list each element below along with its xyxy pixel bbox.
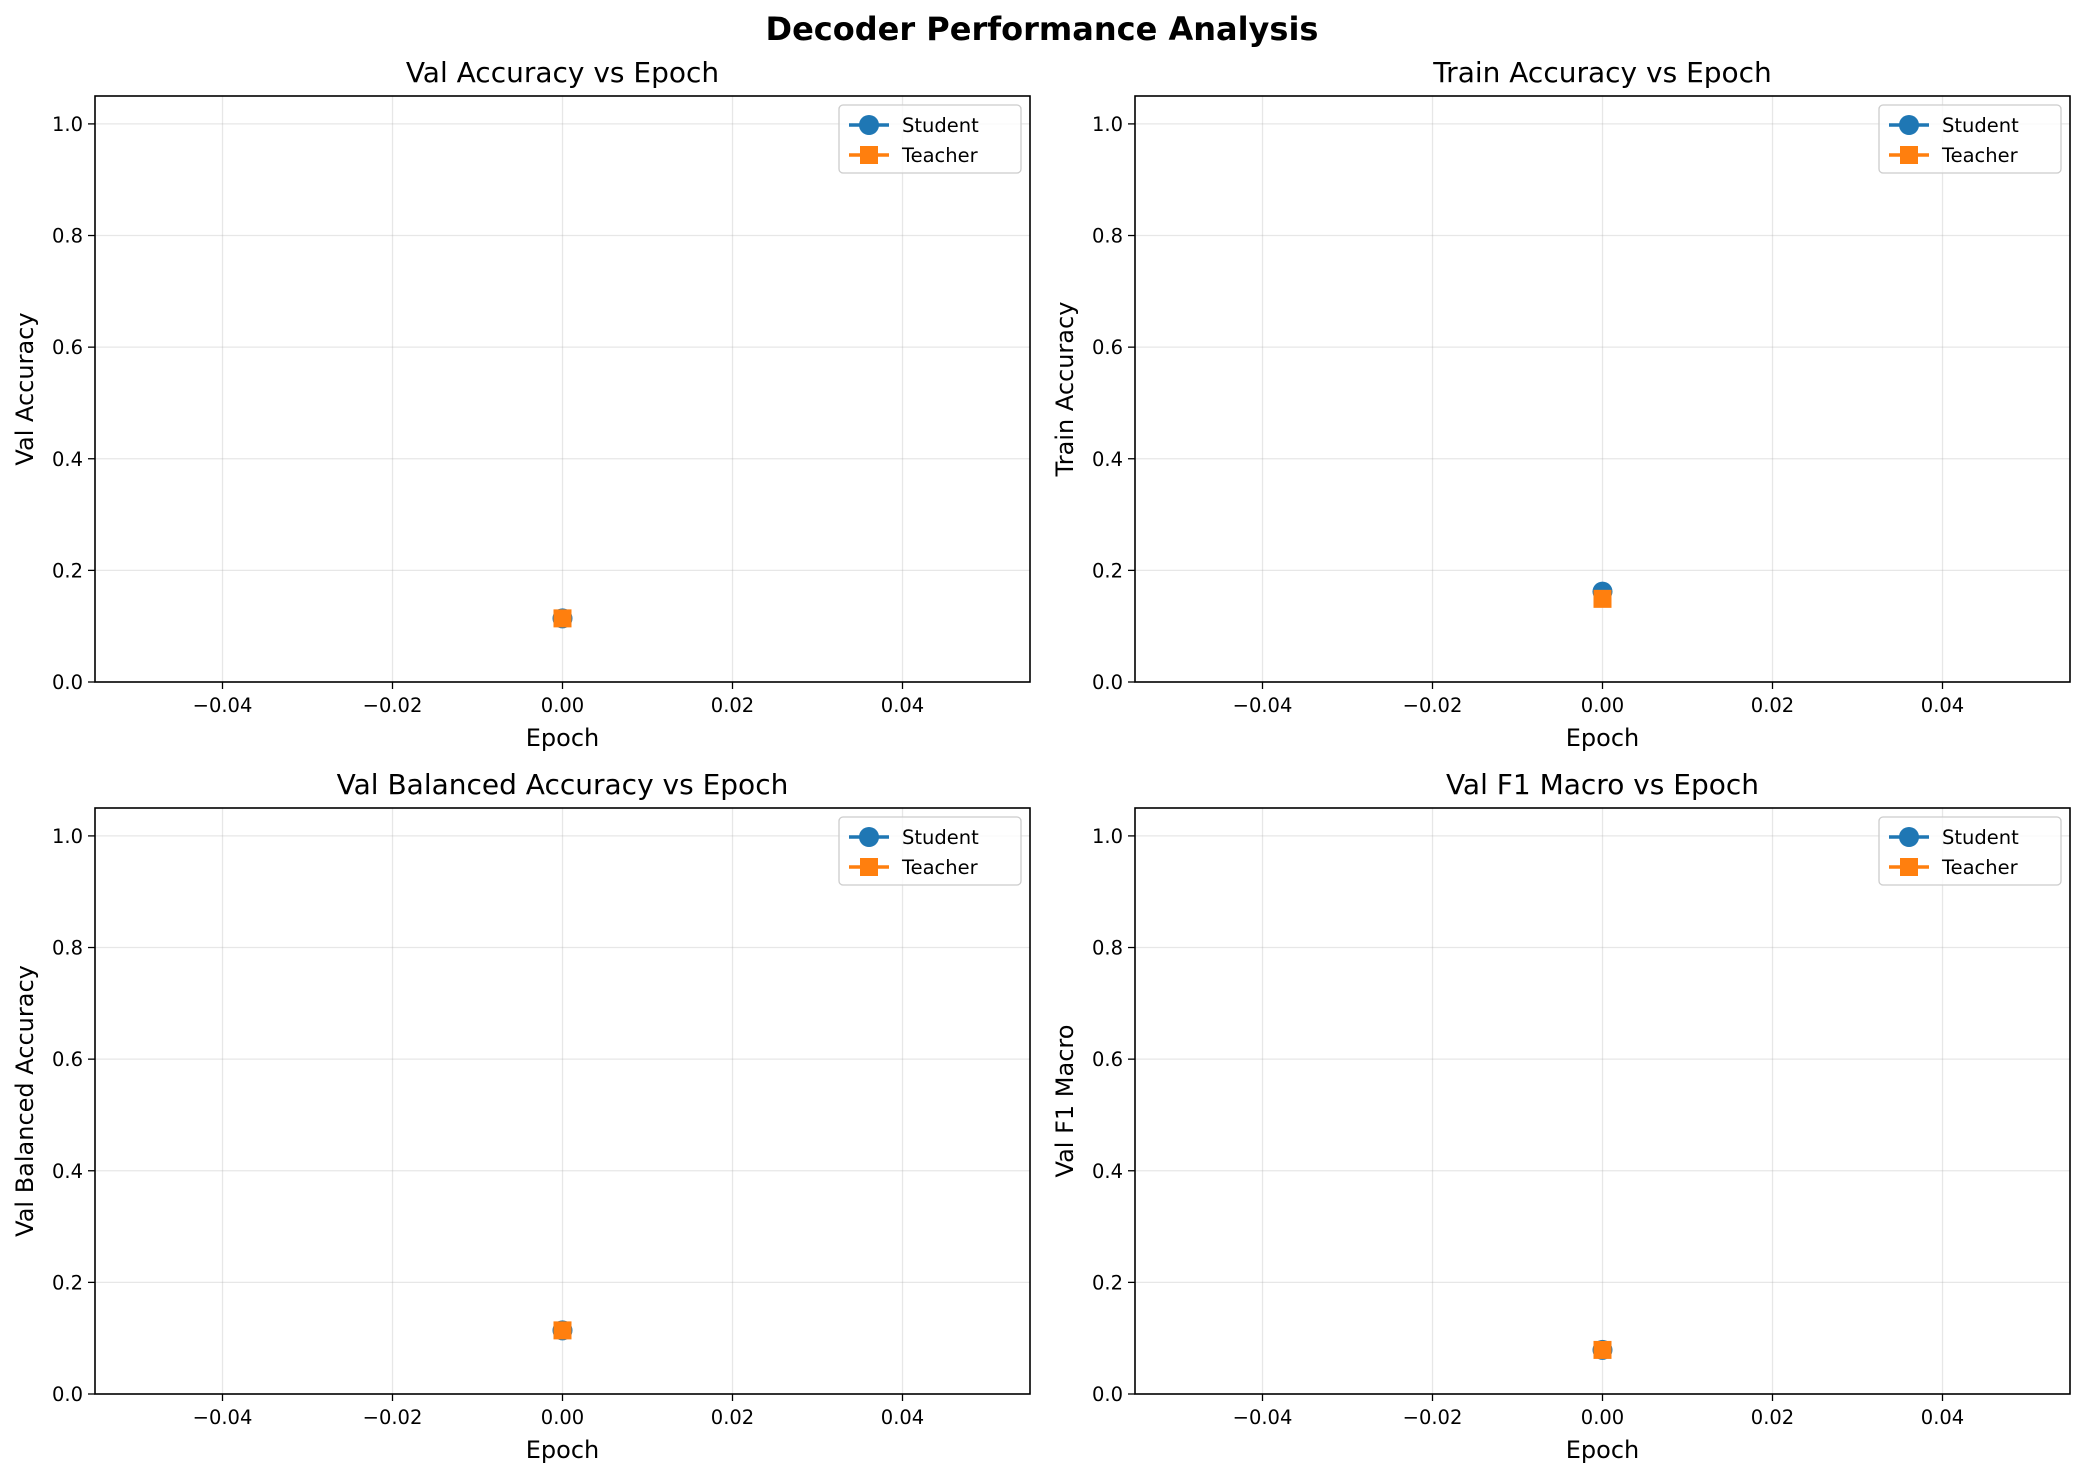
x-tick-label: −0.02 <box>363 1406 423 1429</box>
legend-marker-student <box>859 827 879 847</box>
x-tick-label: −0.04 <box>1233 694 1293 717</box>
legend-marker-teacher <box>1900 858 1918 876</box>
plot-area <box>95 96 1030 682</box>
y-tick-label: 0.0 <box>1092 671 1123 694</box>
y-tick-label: 0.6 <box>1092 1048 1123 1071</box>
legend: Student Teacher <box>1878 816 2062 886</box>
y-tick-label: 0.2 <box>52 559 83 582</box>
axes-frame <box>1134 807 2071 1395</box>
y-tick-label: 0.0 <box>52 1383 83 1406</box>
y-tick-label: 0.2 <box>1092 1271 1123 1294</box>
legend-label-student: Student <box>1942 826 2019 849</box>
subplot-grid: −0.04 −0.02 0.00 0.02 0.04 0.0 0.2 0.4 0.6 0.8 1.0… <box>11 56 2071 1464</box>
y-axis-label: Val Accuracy <box>11 312 39 465</box>
y-tick-label: 0.8 <box>52 937 83 960</box>
x-tick-label: 0.04 <box>881 1406 924 1429</box>
x-tick-label: 0.02 <box>711 694 754 717</box>
x-tick-label: −0.04 <box>193 1406 253 1429</box>
x-tick-label: 0.02 <box>1751 1406 1794 1429</box>
y-tick-label: 0.6 <box>52 336 83 359</box>
legend-marker-teacher <box>1900 146 1918 164</box>
x-tick-label: 0.00 <box>1581 1406 1624 1429</box>
y-tick-label: 1.0 <box>1092 825 1123 848</box>
y-axis-label: Val F1 Macro <box>1051 1025 1079 1178</box>
legend: Student Teacher <box>1878 104 2062 174</box>
data-point-teacher <box>1593 589 1612 608</box>
y-tick-label: 0.6 <box>52 1048 83 1071</box>
y-tick-label: 0.2 <box>52 1271 83 1294</box>
legend-label-student: Student <box>902 114 979 137</box>
legend-marker-teacher <box>860 146 878 164</box>
subplot-title: Val Balanced Accuracy vs Epoch <box>337 768 789 801</box>
subplot-1: −0.04 −0.02 0.00 0.02 0.04 0.0 0.2 0.4 0.6 0.8 1.0… <box>11 56 1031 752</box>
x-tick-label: 0.00 <box>541 694 584 717</box>
subplot-title: Train Accuracy vs Epoch <box>1432 56 1772 89</box>
y-tick-label: 0.4 <box>1092 1160 1123 1183</box>
y-tick-label: 0.2 <box>1092 559 1123 582</box>
y-tick-label: 0.8 <box>52 225 83 248</box>
subplot-title: Val F1 Macro vs Epoch <box>1446 768 1759 801</box>
y-tick-label: 1.0 <box>52 825 83 848</box>
x-tick-label: 0.04 <box>881 694 924 717</box>
y-axis-label: Val Balanced Accuracy <box>11 965 39 1237</box>
x-tick-label: −0.04 <box>193 694 253 717</box>
x-tick-label: −0.02 <box>363 694 423 717</box>
figure-title: Decoder Performance Analysis <box>766 10 1319 48</box>
legend-label-teacher: Teacher <box>901 856 979 879</box>
x-tick-label: 0.02 <box>711 1406 754 1429</box>
legend-marker-student <box>1899 115 1919 135</box>
x-axis-label: Epoch <box>1566 1436 1640 1464</box>
y-tick-label: 0.6 <box>1092 336 1123 359</box>
x-tick-label: 0.00 <box>1581 694 1624 717</box>
y-tick-label: 1.0 <box>1092 113 1123 136</box>
y-tick-label: 0.4 <box>1092 448 1123 471</box>
axes-frame <box>94 95 1031 683</box>
y-tick-label: 0.4 <box>52 448 83 471</box>
data-point-teacher <box>1593 1340 1612 1359</box>
legend-label-teacher: Teacher <box>901 144 979 167</box>
x-axis-label: Epoch <box>1566 724 1640 752</box>
y-tick-label: 0.8 <box>1092 225 1123 248</box>
subplot-title: Val Accuracy vs Epoch <box>406 56 719 89</box>
legend: Student Teacher <box>838 104 1022 174</box>
subplot-3: −0.04 −0.02 0.00 0.02 0.04 0.0 0.2 0.4 0.6 0.8 1.0… <box>11 768 1031 1464</box>
legend-label-teacher: Teacher <box>1941 144 2019 167</box>
legend-label-student: Student <box>902 826 979 849</box>
data-point-teacher <box>553 1321 572 1340</box>
y-tick-label: 1.0 <box>52 113 83 136</box>
data-point-teacher <box>553 609 572 628</box>
subplot-2: −0.04 −0.02 0.00 0.02 0.04 0.0 0.2 0.4 0.6 0.8 1.0… <box>1051 56 2071 752</box>
legend-marker-teacher <box>860 858 878 876</box>
subplot-4: −0.04 −0.02 0.00 0.02 0.04 0.0 0.2 0.4 0.6 0.8 1.0… <box>1051 768 2071 1464</box>
x-tick-label: −0.04 <box>1233 1406 1293 1429</box>
axes-frame <box>1134 95 2071 683</box>
legend-label-teacher: Teacher <box>1941 856 2019 879</box>
plot-area <box>95 808 1030 1394</box>
legend-marker-student <box>1899 827 1919 847</box>
y-tick-label: 0.0 <box>52 671 83 694</box>
y-tick-label: 0.4 <box>52 1160 83 1183</box>
x-axis-label: Epoch <box>526 1436 600 1464</box>
y-tick-label: 0.8 <box>1092 937 1123 960</box>
y-tick-label: 0.0 <box>1092 1383 1123 1406</box>
axes-frame <box>94 807 1031 1395</box>
x-tick-label: −0.02 <box>1403 1406 1463 1429</box>
legend: Student Teacher <box>838 816 1022 886</box>
legend-label-student: Student <box>1942 114 2019 137</box>
x-tick-label: −0.02 <box>1403 694 1463 717</box>
legend-marker-student <box>859 115 879 135</box>
x-tick-label: 0.02 <box>1751 694 1794 717</box>
x-tick-label: 0.04 <box>1921 694 1964 717</box>
x-tick-label: 0.04 <box>1921 1406 1964 1429</box>
plot-area <box>1135 808 2070 1394</box>
x-tick-label: 0.00 <box>541 1406 584 1429</box>
x-axis-label: Epoch <box>526 724 600 752</box>
y-axis-label: Train Accuracy <box>1051 302 1079 478</box>
